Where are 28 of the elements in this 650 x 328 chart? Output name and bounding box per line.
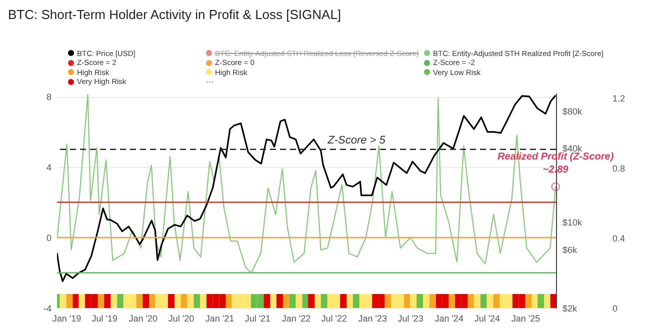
y2-tick-label: $80k bbox=[562, 106, 583, 116]
y2-tick-label: $10k bbox=[562, 218, 583, 228]
x-tick-label: Jul '19 bbox=[92, 314, 118, 324]
x-tick-label: Jan '25 bbox=[511, 314, 540, 324]
x-tick-label: Jan '22 bbox=[282, 314, 311, 324]
y3-tick-label: 0.8 bbox=[612, 164, 626, 174]
y3-tick-label: 0.4 bbox=[612, 234, 626, 244]
x-tick-label: Jan '21 bbox=[205, 314, 234, 324]
x-tick-label: Jan '23 bbox=[358, 314, 388, 324]
x-tick-label: Jan '19 bbox=[52, 314, 82, 324]
y-tick-label: -4 bbox=[43, 304, 52, 314]
y3-tick-label: 0 bbox=[612, 304, 618, 314]
x-tick-label: Jul '23 bbox=[398, 314, 424, 324]
ref-line-label: Z-Score > 5 bbox=[326, 134, 386, 146]
x-tick-label: Jan '24 bbox=[434, 314, 464, 324]
y-tick-label: 0 bbox=[46, 233, 52, 244]
x-tick-label: Jul '22 bbox=[321, 314, 347, 324]
y2-tick-label: $2k bbox=[562, 304, 578, 314]
x-tick-label: Jan '20 bbox=[128, 314, 158, 324]
chart-title: BTC: Short-Term Holder Activity in Profit & Loss [SIGNAL] bbox=[8, 7, 342, 22]
x-tick-label: Jul '21 bbox=[244, 314, 271, 324]
y2-tick-label: $6k bbox=[562, 244, 578, 255]
x-tick-label: Jul '24 bbox=[474, 314, 500, 324]
y2-tick-label: $40k bbox=[562, 143, 583, 154]
y3-tick-label: 1.2 bbox=[612, 94, 626, 104]
x-tick-label: Jul '20 bbox=[168, 314, 194, 324]
y-tick-label: 4 bbox=[46, 162, 52, 173]
y-tick-label: 8 bbox=[46, 92, 52, 102]
